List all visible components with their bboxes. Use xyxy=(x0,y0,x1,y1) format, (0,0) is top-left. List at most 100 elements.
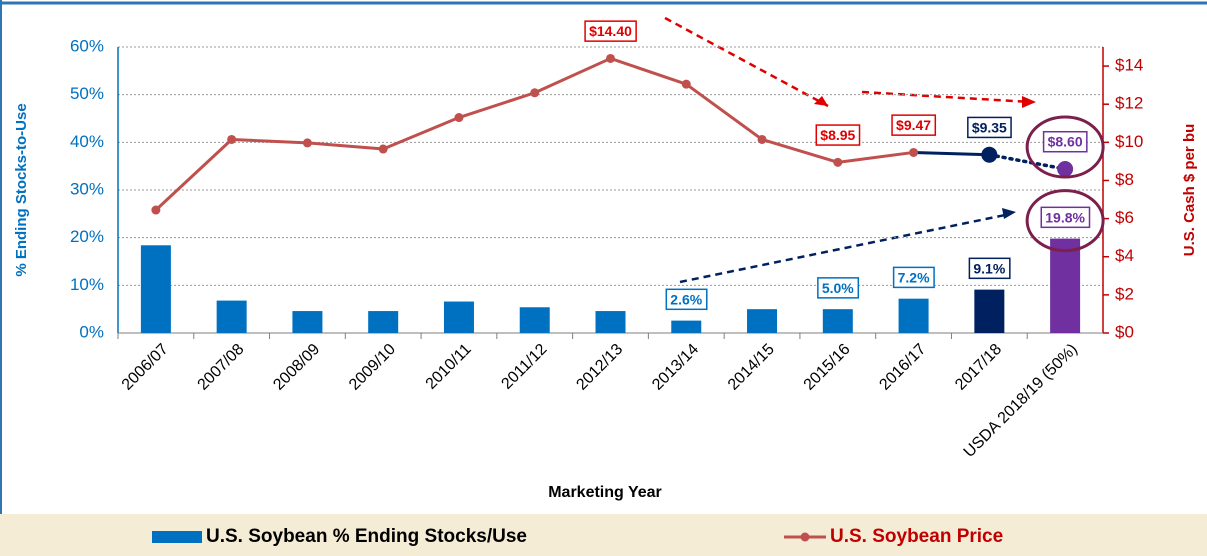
data-label: 2.6% xyxy=(665,288,708,311)
price-line-segment xyxy=(154,137,234,212)
highlight-ellipse xyxy=(1025,115,1105,179)
bar xyxy=(822,309,853,333)
y-tick-label: 30% xyxy=(70,179,104,198)
price-marker xyxy=(1057,161,1074,178)
y-tick-label: 10% xyxy=(70,275,104,294)
bar xyxy=(898,298,929,333)
data-label-box xyxy=(1040,206,1091,229)
data-label: 7.2% xyxy=(892,266,935,289)
price-line-segment xyxy=(230,137,309,145)
price-marker xyxy=(530,88,540,98)
bar xyxy=(292,311,323,333)
data-label: $8.95 xyxy=(815,124,861,146)
y2-tick-label: $0 xyxy=(1115,322,1134,341)
data-label-box xyxy=(891,114,937,136)
y2-tick-label: $2 xyxy=(1115,284,1134,303)
price-marker xyxy=(302,138,312,148)
data-label-text: 7.2% xyxy=(898,269,930,285)
data-label-box xyxy=(817,277,860,299)
data-label-text: $8.60 xyxy=(1048,134,1083,150)
bar xyxy=(595,311,626,333)
price-marker xyxy=(757,134,767,144)
bar xyxy=(140,245,171,333)
y2-tick-label: $8 xyxy=(1115,170,1134,189)
y2-axis-title: U.S. Cash $ per bu xyxy=(1181,124,1198,257)
data-label-text: 9.1% xyxy=(973,260,1005,276)
price-marker xyxy=(227,134,237,144)
bar xyxy=(1050,238,1081,333)
arrow-head xyxy=(1002,208,1016,219)
price-line-segment xyxy=(987,152,1067,171)
bar xyxy=(368,311,399,333)
data-label: $8.60 xyxy=(1042,130,1088,153)
data-label: $14.40 xyxy=(584,20,637,42)
data-label-text: $8.95 xyxy=(820,127,855,143)
data-label: 9.1% xyxy=(968,257,1011,280)
data-label-box xyxy=(968,257,1011,280)
data-label: 19.8% xyxy=(1040,206,1091,229)
arrow xyxy=(861,90,1031,104)
data-label: 5.0% xyxy=(817,277,860,299)
data-label-box xyxy=(967,116,1012,139)
y-tick-label: 0% xyxy=(79,322,104,341)
legend-label: U.S. Soybean Price xyxy=(830,526,1003,547)
data-label: $9.35 xyxy=(967,116,1012,139)
y-tick-label: 40% xyxy=(70,132,104,151)
bar xyxy=(519,307,550,333)
arrow xyxy=(679,212,1011,284)
data-label-box xyxy=(892,266,935,289)
price-marker xyxy=(981,146,998,163)
data-label-text: $9.47 xyxy=(896,117,931,133)
price-marker xyxy=(909,147,919,157)
arrow-head xyxy=(1022,96,1036,108)
price-line-segment xyxy=(305,141,385,151)
y2-tick-label: $12 xyxy=(1115,94,1143,113)
y-tick-label: 50% xyxy=(70,84,104,103)
data-label-box xyxy=(584,20,637,42)
y-tick-label: 60% xyxy=(70,36,104,55)
y2-tick-label: $10 xyxy=(1115,132,1143,151)
data-label-text: $14.40 xyxy=(589,23,632,39)
annotations xyxy=(664,16,1036,284)
bar xyxy=(974,289,1005,333)
y2-tick-label: $14 xyxy=(1115,56,1143,75)
highlight-ellipse xyxy=(1025,189,1105,253)
bar xyxy=(671,320,702,333)
data-label-box xyxy=(1042,130,1088,153)
y-axis-title: % Ending Stocks-to-Use xyxy=(13,103,30,276)
legend-swatch xyxy=(152,531,202,543)
x-axis-title: Marketing Year xyxy=(548,484,662,501)
data-label-text: $9.35 xyxy=(972,119,1007,135)
y2-tick-label: $4 xyxy=(1115,246,1134,265)
price-marker xyxy=(681,79,691,89)
price-line-segment xyxy=(912,150,991,157)
y-tick-label: 20% xyxy=(70,227,104,246)
price-marker xyxy=(606,53,615,63)
data-label-text: 19.8% xyxy=(1045,209,1085,225)
price-line-segment xyxy=(457,91,537,120)
data-label-box xyxy=(815,124,861,146)
legend-label: U.S. Soybean % Ending Stocks/Use xyxy=(206,526,527,547)
price-marker xyxy=(454,113,464,123)
arrow xyxy=(664,16,829,108)
data-label-text: 5.0% xyxy=(822,280,854,296)
price-line-segment xyxy=(533,56,612,95)
price-marker xyxy=(378,144,388,154)
data-label-text: 2.6% xyxy=(670,291,702,307)
price-line-segment xyxy=(760,137,840,164)
y2-tick-label: $6 xyxy=(1115,208,1134,227)
data-label: $9.47 xyxy=(891,114,937,136)
price-line-segment xyxy=(381,116,461,151)
price-line-segment xyxy=(836,150,916,164)
bar xyxy=(443,301,474,333)
price-marker xyxy=(151,205,161,215)
bar xyxy=(747,309,778,333)
bar xyxy=(216,300,247,333)
price-line-segment xyxy=(684,82,764,141)
price-line-segment xyxy=(609,56,688,86)
data-label-box xyxy=(665,288,708,311)
price-marker xyxy=(833,157,843,167)
legend-swatch xyxy=(800,532,810,542)
